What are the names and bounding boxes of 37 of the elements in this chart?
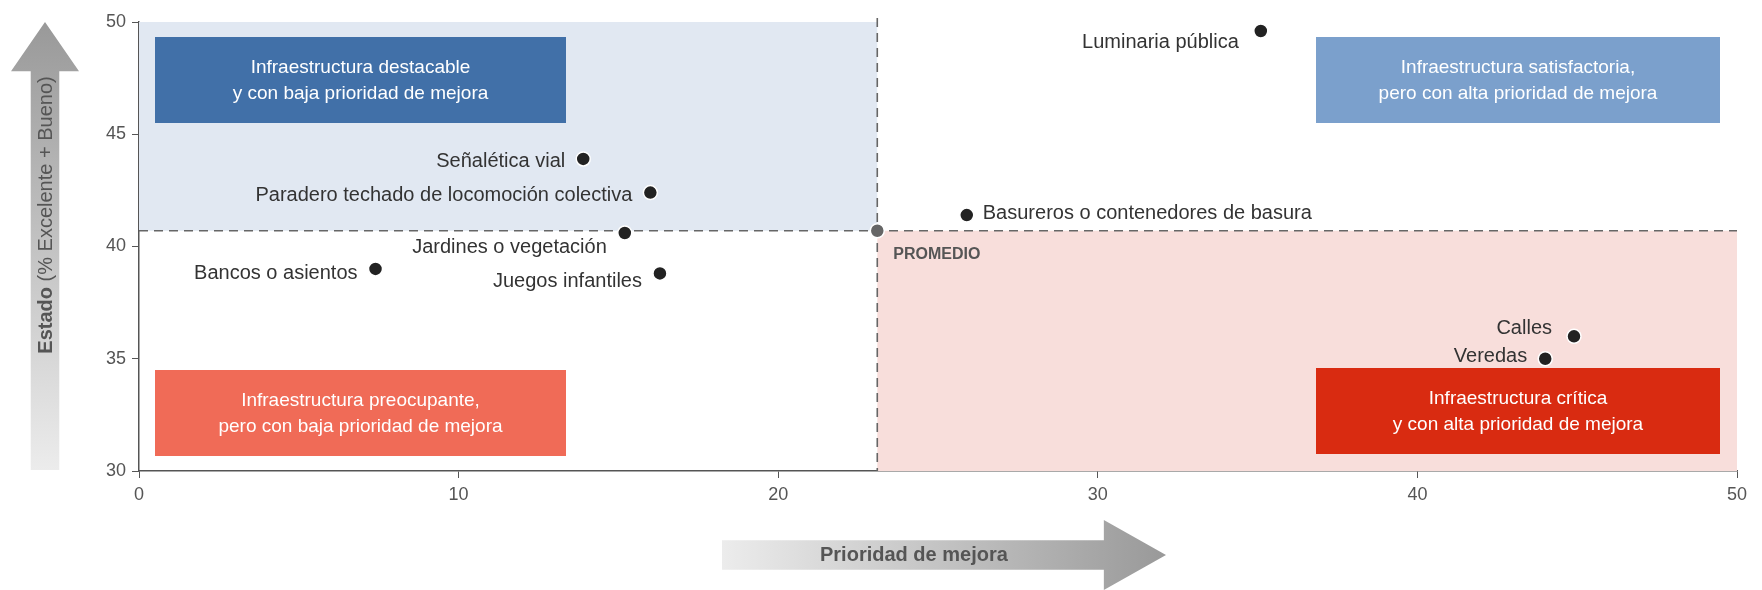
point [367,261,384,277]
series-label: Luminaria pública [1082,30,1240,53]
y-tick-label: 35 [105,347,126,368]
point [617,225,633,241]
series-label: Veredas [1453,344,1528,367]
x-tick-label: 10 [448,483,469,504]
point [1537,351,1553,367]
point [869,223,886,239]
point [575,151,591,167]
series-label: Bancos o asientos [194,261,358,284]
point [959,207,975,223]
x-tick-label: 30 [1087,483,1108,504]
series-label: PROMEDIO [893,245,981,263]
x-tick-label: 0 [133,483,145,504]
point [652,265,668,282]
x-tick-label: 40 [1407,483,1428,504]
point [1566,328,1582,345]
series-label: Jardines o vegetación [412,234,607,257]
y-tick-label: 45 [105,123,126,144]
series-label: Basureros o contenedores de basura [982,200,1313,223]
y-tick-label: 30 [105,459,126,480]
series-label: Juegos infantiles [492,268,642,291]
y-tick-label: 40 [105,235,126,256]
y-tick-label: 50 [105,10,126,31]
series-label: Paradero techado de locomoción colectiva [255,183,634,206]
label-box: Infraestructura crítica y con alta prioridad de mejora [1316,368,1720,454]
point [642,184,659,201]
series-label: Calles [1496,315,1552,338]
x-tick-label: 20 [768,483,789,504]
x-tick-label: 50 [1726,483,1748,504]
point [1253,23,1269,39]
series-label: Señalética vial [436,149,566,172]
label-box: Infraestructura destacable y con baja prioridad de mejora [155,37,566,123]
label-box: Infraestructura preocupante, pero con baja prioridad de mejora [155,370,566,456]
label-box: Infraestructura satisfactoria, pero con alta prioridad de mejora [1316,37,1720,123]
y-axis-title: Estado (% Excelente + Bueno) [33,76,57,354]
x-axis-title: Prioridad de mejora [820,543,1008,566]
